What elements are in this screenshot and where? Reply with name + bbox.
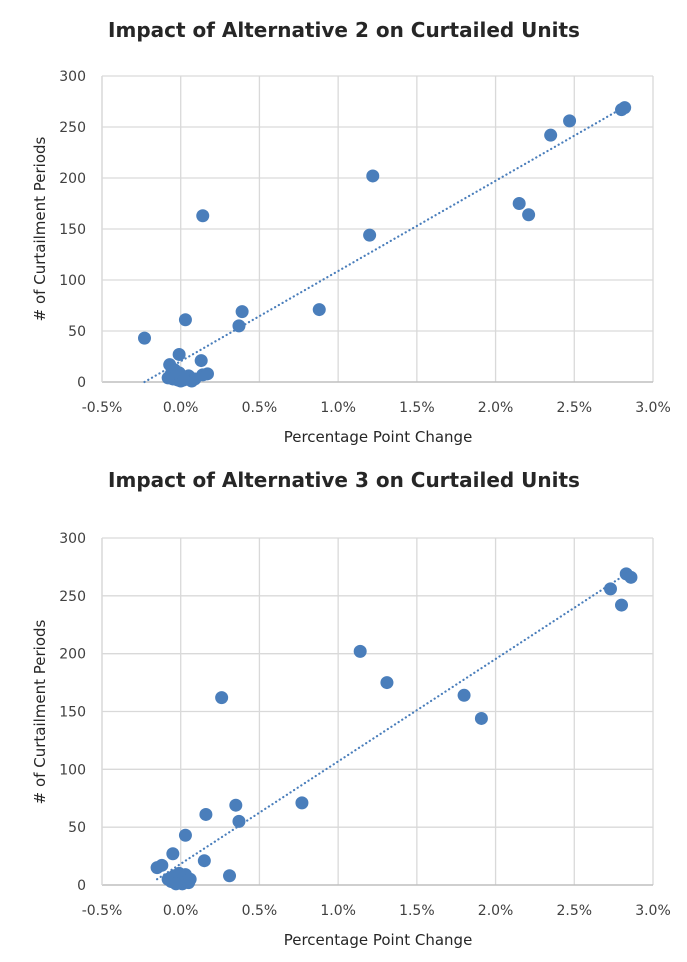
x-tick-label: 0.0% [163,400,199,416]
data-point [618,101,632,115]
data-point [169,877,183,891]
x-tick-label: 0.5% [242,400,278,416]
data-point [223,869,237,883]
data-point [232,319,246,333]
chart-alternative-3: Impact of Alternative 3 on Curtailed Uni… [0,460,687,962]
x-tick-label: -0.5% [82,903,123,919]
data-point [615,598,629,612]
y-tick-label: 200 [59,171,86,187]
data-point [366,169,380,183]
x-tick-label: 3.0% [635,903,671,919]
data-point [363,228,377,242]
data-point [474,711,488,725]
x-tick-label: 1.0% [320,400,356,416]
data-point [544,128,558,142]
data-point [215,691,229,705]
x-axis-label: Percentage Point Change [284,428,473,446]
y-tick-label: 0 [77,878,86,894]
y-tick-label: 250 [59,120,86,136]
x-tick-label: 2.5% [556,400,592,416]
trendline [156,573,626,881]
data-point [199,807,213,821]
data-point [603,582,617,596]
data-point [166,847,180,861]
data-point [232,814,246,828]
y-tick-label: 50 [68,820,86,836]
x-axis-label: Percentage Point Change [284,931,473,949]
y-tick-label: 250 [59,589,86,605]
data-point [200,367,214,381]
chart-title: Impact of Alternative 3 on Curtailed Uni… [108,468,580,492]
data-point [512,197,526,210]
x-tick-label: 1.5% [399,903,435,919]
scatter-plot-alternative-2: Impact of Alternative 2 on Curtailed Uni… [31,18,671,446]
x-tick-label: 2.5% [556,903,592,919]
x-tick-label: 1.5% [399,400,435,416]
y-axis-label: # of Curtailment Periods [31,619,49,804]
x-tick-label: 0.0% [163,903,199,919]
x-tick-label: 1.0% [320,903,356,919]
data-point [295,796,309,810]
y-tick-label: 150 [59,705,86,721]
data-point [194,354,208,368]
data-point [380,676,394,690]
x-tick-label: 3.0% [635,400,671,416]
data-point [457,688,471,702]
data-point [624,570,638,584]
data-point [229,798,243,812]
data-point [196,209,210,223]
data-point [353,644,367,658]
data-point [178,828,192,842]
trendline [143,107,623,384]
y-tick-label: 300 [59,69,86,85]
data-point [522,208,536,222]
x-tick-label: 2.0% [478,903,514,919]
data-point [178,313,192,327]
data-point [197,854,211,868]
data-point [155,858,169,872]
y-tick-label: 100 [59,273,86,289]
y-tick-label: 300 [59,531,86,547]
data-point [138,331,152,345]
chart-alternative-2: Impact of Alternative 2 on Curtailed Uni… [0,0,687,460]
scatter-plot-alternative-3: Impact of Alternative 3 on Curtailed Uni… [31,468,671,949]
x-tick-label: -0.5% [82,400,123,416]
data-point [312,303,326,317]
data-point [235,305,249,319]
y-axis-label: # of Curtailment Periods [31,136,49,321]
data-point [563,114,577,128]
data-point [183,872,197,886]
chart-title: Impact of Alternative 2 on Curtailed Uni… [108,18,580,42]
y-tick-label: 100 [59,762,86,778]
data-point [177,373,191,387]
x-tick-label: 2.0% [478,400,514,416]
y-tick-label: 200 [59,647,86,663]
x-tick-label: 0.5% [242,903,278,919]
y-tick-label: 50 [68,324,86,340]
data-point [172,347,186,361]
y-tick-label: 150 [59,222,86,238]
y-tick-label: 0 [77,375,86,391]
